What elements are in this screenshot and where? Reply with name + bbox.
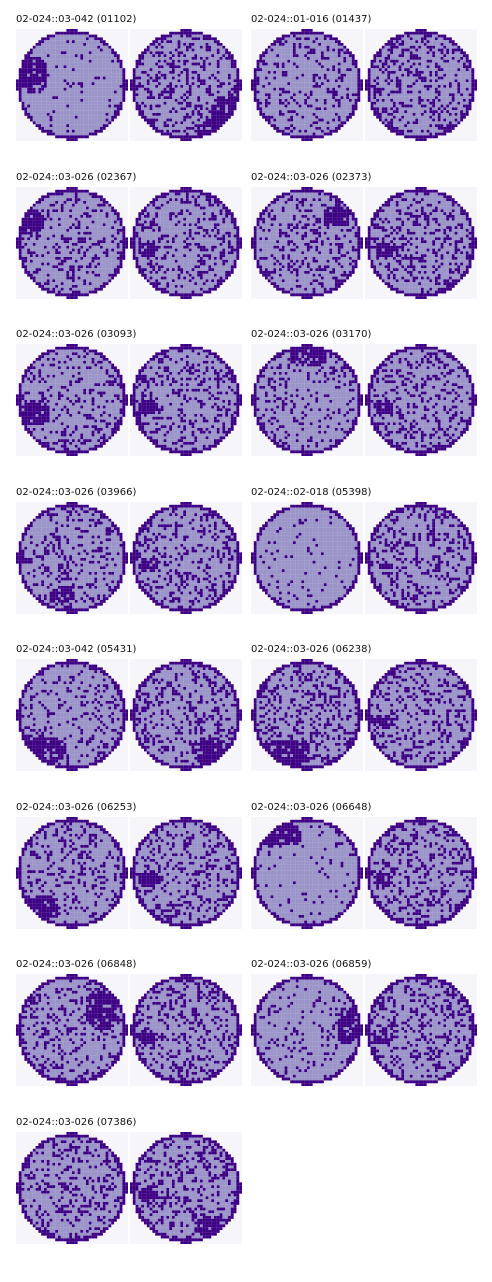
die-cells (16, 29, 128, 141)
wafer-map-right (365, 659, 477, 771)
wafer-panel: 02-024::03-026 (02367) (16, 172, 246, 302)
panel-title: 02-024::03-026 (06848) (16, 959, 136, 971)
wafer-map-right (365, 344, 477, 456)
wafer-panel: 02-024::03-042 (01102) (16, 14, 246, 144)
wafer-map-right (130, 817, 242, 929)
panel-title: 02-024::03-042 (01102) (16, 14, 136, 26)
wafer-map-right (130, 1132, 242, 1244)
panel-title: 02-024::03-026 (03966) (16, 487, 136, 499)
wafer-panel: 02-024::03-026 (06253) (16, 802, 246, 932)
wafer-map-left (16, 344, 128, 456)
wafer-panel: 02-024::03-026 (07386) (16, 1117, 246, 1247)
wafer-map-right (130, 344, 242, 456)
wafer-panel: 02-024::03-026 (03170) (251, 329, 481, 459)
panel-title: 02-024::03-026 (03093) (16, 329, 136, 341)
wafer-map-left (16, 817, 128, 929)
wafer-map-left (16, 502, 128, 614)
wafer-map-left (16, 659, 128, 771)
wafer-panel: 02-024::03-026 (02373) (251, 172, 481, 302)
wafer-map-right (130, 974, 242, 1086)
wafer-map-left (251, 974, 363, 1086)
wafer-map-left (251, 29, 363, 141)
wafer-map-left (16, 29, 128, 141)
wafer-panel: 02-024::03-026 (06648) (251, 802, 481, 932)
wafer-panel: 02-024::03-026 (06859) (251, 959, 481, 1089)
wafer-map-left (16, 187, 128, 299)
wafer-map-left (251, 344, 363, 456)
wafer-map-right (130, 187, 242, 299)
die-cells (16, 187, 128, 299)
wafer-panel: 02-024::03-026 (03093) (16, 329, 246, 459)
die-cells (130, 29, 242, 141)
wafer-map-right (365, 187, 477, 299)
wafer-map-right (365, 974, 477, 1086)
panel-title: 02-024::03-026 (06238) (251, 644, 371, 656)
wafer-map-right (365, 817, 477, 929)
panel-title: 02-024::03-026 (06859) (251, 959, 371, 971)
panel-title: 02-024::02-018 (05398) (251, 487, 371, 499)
wafer-panel: 02-024::03-026 (06848) (16, 959, 246, 1089)
wafer-map-right (130, 659, 242, 771)
panel-title: 02-024::03-026 (03170) (251, 329, 371, 341)
panel-title: 02-024::03-026 (02373) (251, 172, 371, 184)
die-cells (130, 1132, 242, 1244)
wafer-map-left (251, 187, 363, 299)
wafer-map-right (365, 29, 477, 141)
wafer-panel: 02-024::02-018 (05398) (251, 487, 481, 617)
die-cells (16, 1132, 128, 1244)
wafer-panel: 02-024::01-016 (01437) (251, 14, 481, 144)
wafer-map-left (16, 974, 128, 1086)
wafer-panel: 02-024::03-042 (05431) (16, 644, 246, 774)
die-cells (130, 187, 242, 299)
wafer-map-left (16, 1132, 128, 1244)
panel-title: 02-024::03-026 (06648) (251, 802, 371, 814)
panel-title: 02-024::03-042 (05431) (16, 644, 136, 656)
wafer-map-left (251, 817, 363, 929)
panel-title: 02-024::03-026 (06253) (16, 802, 136, 814)
wafer-map-right (365, 502, 477, 614)
panel-title: 02-024::03-026 (02367) (16, 172, 136, 184)
panel-title: 02-024::03-026 (07386) (16, 1117, 136, 1129)
wafer-map-right (130, 502, 242, 614)
wafer-panel: 02-024::03-026 (06238) (251, 644, 481, 774)
wafer-map-left (251, 659, 363, 771)
panel-title: 02-024::01-016 (01437) (251, 14, 371, 26)
wafer-map-left (251, 502, 363, 614)
wafer-panel: 02-024::03-026 (03966) (16, 487, 246, 617)
wafer-map-right (130, 29, 242, 141)
